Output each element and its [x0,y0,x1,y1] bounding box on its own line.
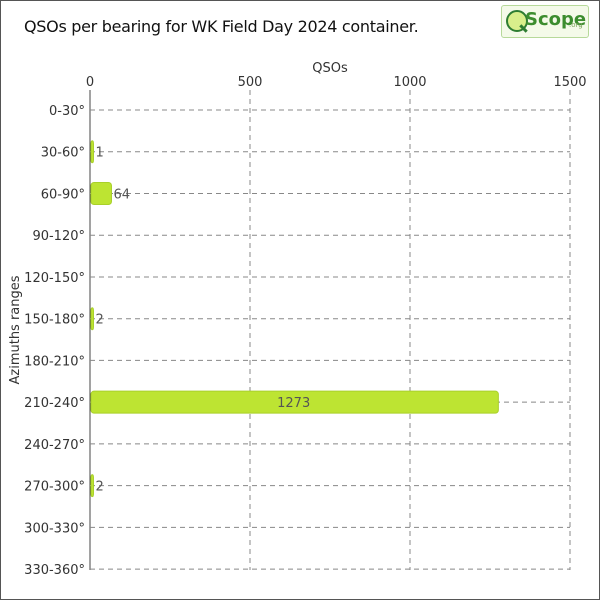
grid-lines [89,90,571,570]
category-label: 60-90° [41,187,85,202]
qscope-logo: Scope .org [501,5,589,38]
category-label: 240-270° [24,438,85,453]
x-tick-label: 1500 [553,75,586,90]
bar [90,474,94,498]
bar-value-label: 1273 [277,396,310,411]
logo-word: Scope [525,9,587,30]
category-label: 330-360° [24,563,85,578]
bar [90,307,94,331]
bars [90,140,499,498]
category-label: 210-240° [24,396,85,411]
bar-value-label: 2 [96,313,104,328]
x-tick-label: 1000 [393,75,426,90]
labels: 0 500 1000 1500 0-30° 30-60° 60-90° 90-120° 120-… [24,75,586,578]
logo-suffix: .org [569,21,583,29]
x-tick-label: 500 [238,75,263,90]
bar-value-label: 1 [96,146,104,161]
bar-value-label: 64 [113,187,130,202]
chart-title: QSOs per bearing for WK Field Day 2024 c… [24,17,419,36]
category-label: 300-330° [24,521,85,536]
category-label: 90-120° [32,229,85,244]
category-label: 150-180° [24,313,85,328]
category-label: 0-30° [49,104,85,119]
bar-value-label: 2 [96,480,104,495]
category-label: 270-300° [24,480,85,495]
y-axis-title: Azimuths ranges [8,275,23,384]
x-tick-label: 0 [86,75,94,90]
category-label: 120-150° [24,271,85,286]
bar [90,390,499,414]
x-axis-title: QSOs [312,61,348,76]
bar [90,140,94,164]
category-label: 180-210° [24,354,85,369]
category-label: 30-60° [41,146,85,161]
bar [90,181,112,205]
